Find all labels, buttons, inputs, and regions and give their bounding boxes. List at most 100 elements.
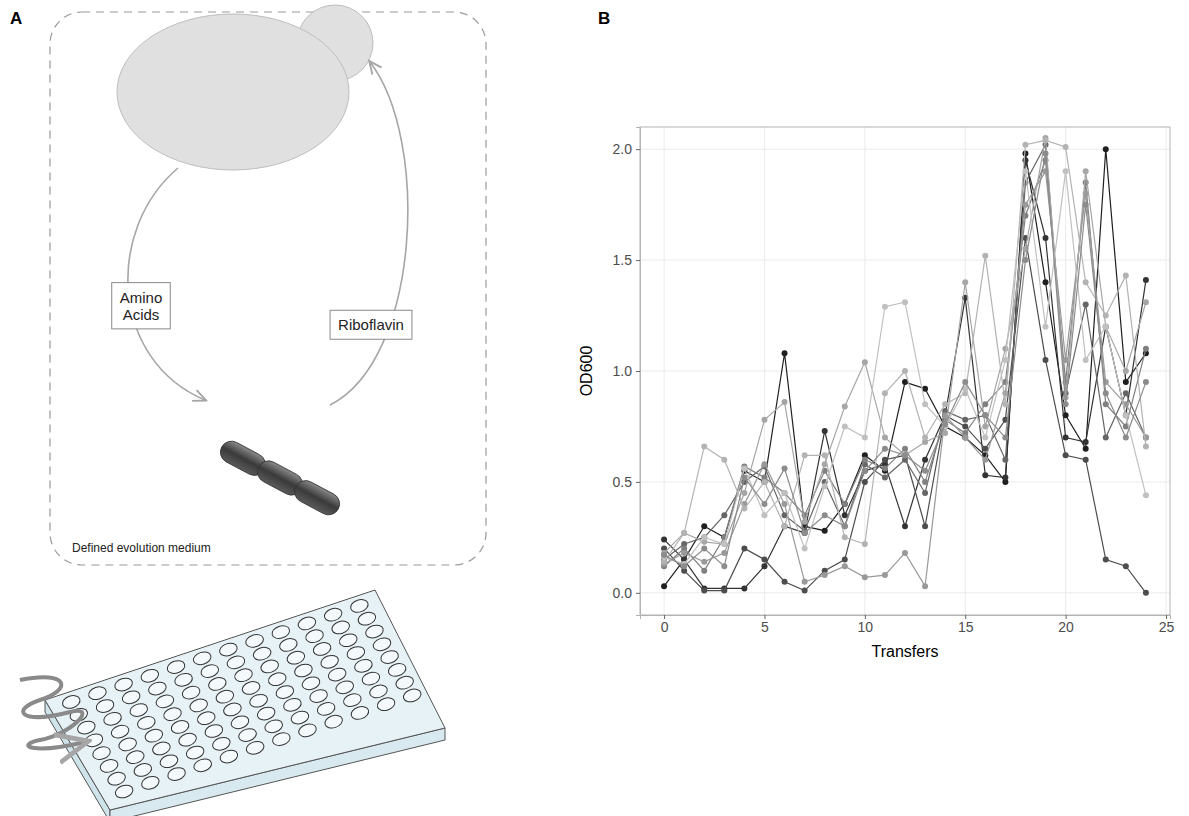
data-point	[822, 512, 828, 518]
series-line	[664, 171, 1146, 586]
data-point	[1043, 357, 1049, 363]
well	[185, 744, 206, 761]
data-point	[962, 417, 968, 423]
data-point	[942, 430, 948, 436]
well	[159, 753, 180, 770]
data-point	[1002, 357, 1008, 363]
well	[349, 597, 370, 614]
data-point	[782, 490, 788, 496]
well	[379, 649, 400, 666]
well	[244, 632, 265, 649]
data-point	[962, 435, 968, 441]
data-point	[701, 568, 707, 574]
well	[274, 684, 295, 701]
axis-line	[641, 616, 1171, 620]
data-point	[1063, 401, 1069, 407]
bacterium-rod	[291, 477, 344, 519]
well	[233, 667, 254, 684]
data-point	[1002, 346, 1008, 352]
data-point	[842, 403, 848, 409]
data-point	[862, 359, 868, 365]
data-point	[1022, 257, 1028, 263]
box-label: AminoAcids	[120, 289, 163, 323]
data-point	[862, 468, 868, 474]
plot-background	[640, 127, 1170, 615]
well	[110, 723, 131, 740]
data-point	[761, 557, 767, 563]
well	[270, 624, 291, 641]
data-point	[681, 550, 687, 556]
well	[387, 661, 408, 678]
data-point	[1083, 168, 1089, 174]
data-point	[1143, 346, 1149, 352]
data-point	[922, 479, 928, 485]
well	[316, 700, 337, 717]
medium-label: Defined evolution medium	[72, 541, 211, 555]
data-point	[761, 501, 767, 507]
data-point	[882, 390, 888, 396]
well	[121, 689, 142, 706]
well	[304, 628, 325, 645]
data-point	[882, 572, 888, 578]
data-point	[962, 379, 968, 385]
well	[87, 685, 108, 702]
well	[203, 723, 224, 740]
data-point	[1043, 279, 1049, 285]
well	[106, 770, 127, 787]
data-point	[1123, 368, 1129, 374]
data-point	[1103, 390, 1109, 396]
well	[394, 674, 415, 691]
data-point	[1002, 474, 1008, 480]
well	[218, 748, 239, 765]
data-point	[922, 435, 928, 441]
well	[327, 666, 348, 683]
well	[402, 687, 423, 704]
data-point	[882, 457, 888, 463]
data-point	[721, 457, 727, 463]
data-point	[922, 523, 928, 529]
data-point	[1083, 202, 1089, 208]
data-point	[822, 528, 828, 534]
grid-line	[640, 592, 1170, 593]
data-point	[1022, 213, 1028, 219]
medium-box	[50, 12, 486, 565]
tick: 10	[858, 615, 874, 635]
data-point	[882, 304, 888, 310]
plot-frame	[640, 127, 1170, 615]
data-point	[882, 446, 888, 452]
data-point	[782, 523, 788, 529]
tick: 2.0	[613, 141, 640, 157]
tick: 25	[1159, 615, 1175, 635]
data-point	[1022, 142, 1028, 148]
data-point	[922, 490, 928, 496]
well	[319, 653, 340, 670]
data-point	[721, 563, 727, 569]
well	[196, 710, 217, 727]
data-point	[802, 530, 808, 536]
well	[113, 676, 134, 693]
data-point	[1103, 313, 1109, 319]
data-point	[862, 468, 868, 474]
data-point	[842, 534, 848, 540]
data-point	[1083, 279, 1089, 285]
well	[256, 705, 277, 722]
data-point	[882, 474, 888, 480]
data-point	[982, 435, 988, 441]
data-point	[782, 579, 788, 585]
well	[290, 709, 311, 726]
data-point	[942, 401, 948, 407]
data-point	[1083, 439, 1089, 445]
data-point	[661, 552, 667, 558]
well	[345, 645, 366, 662]
data-point	[701, 534, 707, 540]
well	[356, 610, 377, 627]
data-point	[782, 523, 788, 529]
data-point	[862, 479, 868, 485]
series-line	[664, 160, 1146, 570]
well	[132, 761, 153, 778]
well	[192, 757, 213, 774]
diagram: AminoAcidsRiboflavinDefined evolution me…	[20, 5, 486, 816]
data-point	[982, 412, 988, 418]
data-point	[1063, 452, 1069, 458]
well	[139, 667, 160, 684]
